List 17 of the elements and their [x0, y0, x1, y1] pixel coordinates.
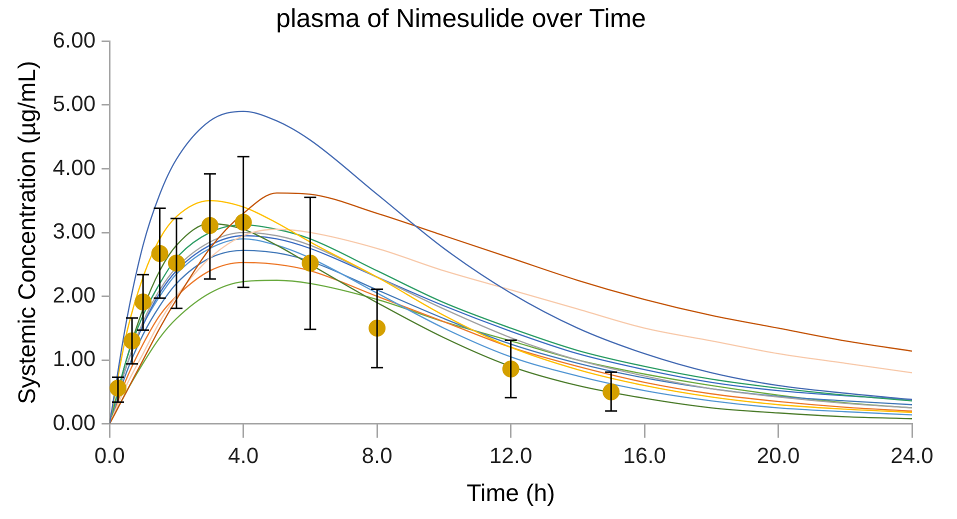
y-axis-title: Systemic Concentration (µg/mL) [14, 60, 42, 404]
x-tick-label: 12.0 [489, 443, 532, 468]
y-tick-label: 3.00 [52, 218, 96, 244]
x-tick-label: 4.0 [228, 443, 259, 468]
y-tick-label: 2.00 [52, 282, 96, 308]
x-tick-label: 20.0 [756, 443, 800, 468]
y-tick-label: 5.00 [52, 91, 96, 116]
x-tick-label: 24.0 [890, 443, 934, 468]
y-tick-label: 1.00 [52, 346, 96, 372]
y-tick-label: 4.00 [52, 154, 96, 180]
x-tick-label: 0.0 [94, 443, 125, 468]
x-axis-title: Time (h) [466, 480, 556, 508]
x-tick-label: 8.0 [362, 443, 392, 468]
y-tick-label: 6.00 [52, 27, 96, 52]
x-tick-label: 16.0 [623, 443, 666, 468]
chart-title: plasma of Nimesulide over Time [276, 2, 646, 33]
y-tick-label: 0.00 [52, 410, 96, 435]
